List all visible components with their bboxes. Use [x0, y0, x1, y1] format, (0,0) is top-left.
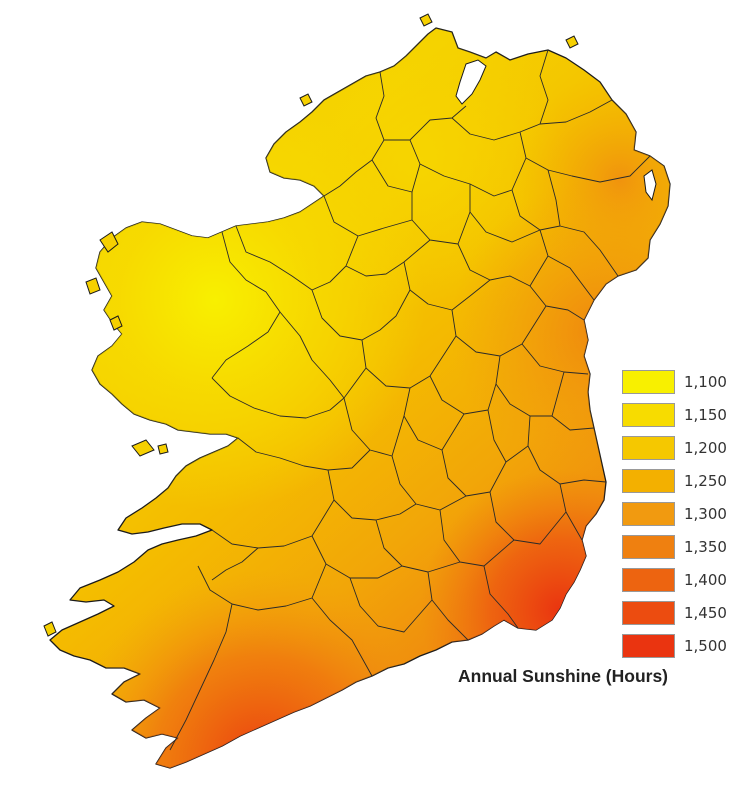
legend-label: 1,350	[684, 538, 727, 556]
offshore-islands	[43, 13, 579, 637]
legend-swatch	[622, 436, 675, 460]
legend-label: 1,400	[684, 571, 727, 589]
legend-swatch	[622, 370, 675, 394]
legend-entry: 1,450	[622, 601, 752, 625]
legend-label: 1,500	[684, 637, 727, 655]
legend-swatch	[622, 469, 675, 493]
county-borders	[169, 49, 651, 751]
legend-entry: 1,300	[622, 502, 752, 526]
legend-entry: 1,200	[622, 436, 752, 460]
legend-label: 1,100	[684, 373, 727, 391]
lough-foyle	[455, 59, 487, 105]
legend-label: 1,250	[684, 472, 727, 490]
legend-swatch	[622, 568, 675, 592]
legend-entry: 1,100	[622, 370, 752, 394]
legend-label: 1,450	[684, 604, 727, 622]
legend-entry: 1,150	[622, 403, 752, 427]
legend-title: Annual Sunshine (Hours)	[458, 666, 668, 686]
legend-entry: 1,500	[622, 634, 752, 658]
legend-swatch	[622, 634, 675, 658]
legend-swatch	[622, 502, 675, 526]
legend-label: 1,150	[684, 406, 727, 424]
strangford-lough	[643, 169, 657, 202]
legend-swatch	[622, 601, 675, 625]
legend-swatch	[622, 535, 675, 559]
legend-swatch	[622, 403, 675, 427]
legend-entry: 1,400	[622, 568, 752, 592]
legend-entry: 1,250	[622, 469, 752, 493]
legend-label: 1,300	[684, 505, 727, 523]
legend-entry: 1,350	[622, 535, 752, 559]
legend-label: 1,200	[684, 439, 727, 457]
